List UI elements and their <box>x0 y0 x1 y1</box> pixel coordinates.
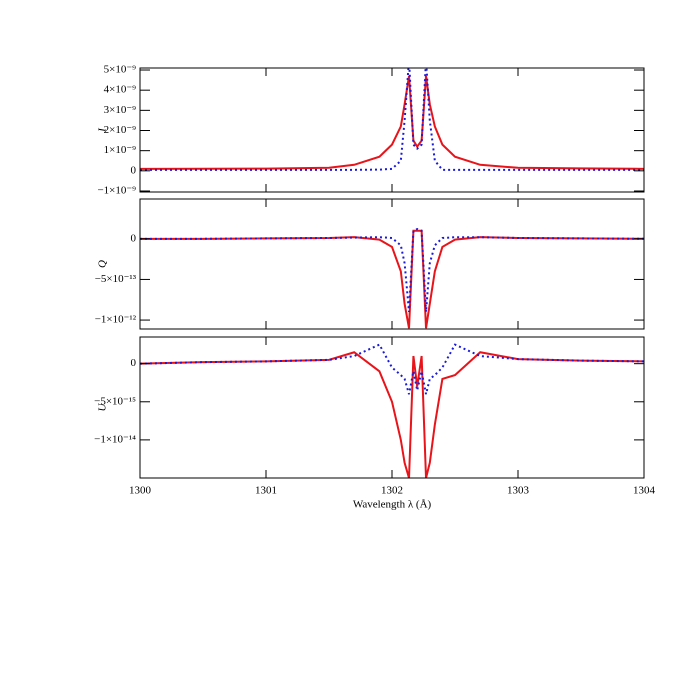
y-tick-label: −1×10⁻¹⁴ <box>94 433 136 445</box>
x-tick-label: 1302 <box>381 485 403 497</box>
y-tick-label: 5×10⁻⁹ <box>104 64 137 76</box>
plot-frame <box>139 198 645 330</box>
y-tick-label: −1×10⁻⁹ <box>97 185 136 197</box>
x-tick-label: 1301 <box>255 485 277 497</box>
data-line <box>140 343 644 395</box>
y-tick-label: 2×10⁻⁹ <box>104 124 137 136</box>
data-line <box>140 68 644 171</box>
y-tick-label: −5×10⁻¹³ <box>95 273 137 285</box>
y-tick-label: 0 <box>131 232 137 244</box>
y-tick-label: 1×10⁻⁹ <box>104 144 137 156</box>
data-line <box>140 75 644 170</box>
data-line <box>140 227 644 313</box>
y-tick-label: 3×10⁻⁹ <box>104 104 137 116</box>
x-axis-label: Wavelength λ (Å) <box>353 499 432 511</box>
y-axis-label: Q <box>97 260 109 268</box>
x-tick-label: 1304 <box>633 485 656 497</box>
data-line <box>140 351 644 478</box>
y-tick-label: −5×10⁻¹⁵ <box>94 395 136 407</box>
y-axis-label: I <box>97 127 109 133</box>
x-tick-label: 1300 <box>129 485 152 497</box>
y-tick-label: 0 <box>131 357 137 369</box>
plot-frame <box>139 67 645 193</box>
plot-frame <box>139 336 645 479</box>
y-tick-label: −1×10⁻¹² <box>95 314 137 326</box>
y-axis-label: U <box>97 402 109 411</box>
y-tick-label: 4×10⁻⁹ <box>104 84 137 96</box>
y-tick-label: 0 <box>131 164 137 176</box>
data-line <box>140 229 644 329</box>
x-tick-label: 1303 <box>507 485 530 497</box>
